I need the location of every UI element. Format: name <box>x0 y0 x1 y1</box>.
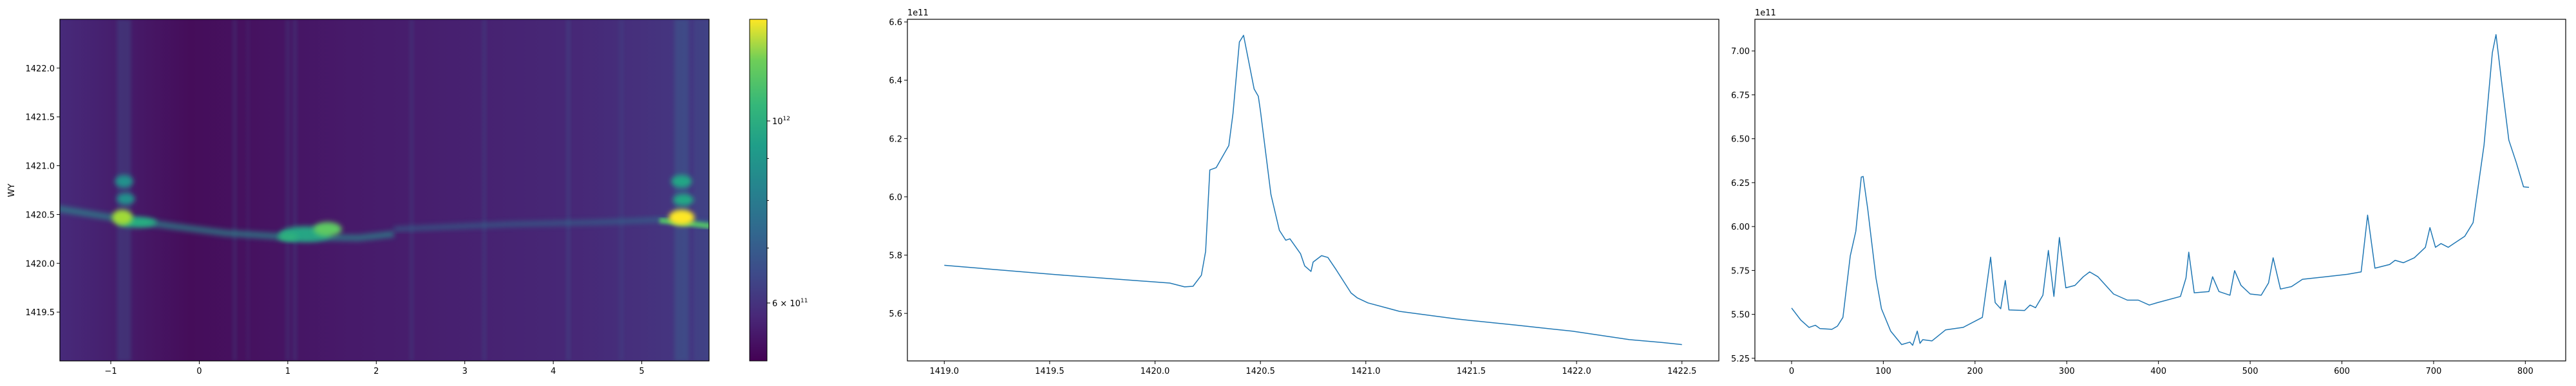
heatmap-bright-spot <box>117 193 135 205</box>
line-chart-1-xtick-label: 1419.5 <box>1035 367 1065 376</box>
line-chart-2-ytick-label: 6.25 <box>1731 179 1750 188</box>
line-chart-1-xtick-label: 1420.0 <box>1141 367 1170 376</box>
line-chart-1-ytick-label: 6.0 <box>889 193 902 203</box>
heatmap-xtick-label: 0 <box>196 367 202 376</box>
heatmap-xtick-label: −1 <box>104 367 117 376</box>
line-chart-1-ytick-label: 5.8 <box>889 252 902 261</box>
heatmap-bright-spot <box>115 174 133 188</box>
heatmap-bright-spot <box>277 233 298 241</box>
heatmap-axes-frame <box>59 19 710 362</box>
heatmap-bright-spot <box>671 174 692 188</box>
heatmap-ytick-label: 1420.5 <box>26 210 55 220</box>
heatmap-stripe <box>618 19 624 361</box>
line-chart-2-xtick-label: 600 <box>2334 367 2350 376</box>
heatmap-panel: −1 0 1 2 3 4 51419.51420.01420.51421.01421.514… <box>7 19 808 376</box>
heatmap-bright-spot <box>111 209 133 225</box>
heatmap-stripe <box>694 19 709 361</box>
line-chart-1-ytick-label: 5.6 <box>889 309 902 319</box>
line-chart-2-series-line <box>1791 34 2530 346</box>
line-chart-2-frame <box>1754 19 2566 362</box>
heatmap-xtick-label: 4 <box>551 367 556 376</box>
colorbar-tick-label: 1012 <box>772 116 790 127</box>
heatmap-stripe <box>285 19 290 361</box>
heatmap-xtick-label: 3 <box>462 367 468 376</box>
heatmap-stripe <box>410 19 414 361</box>
line-chart-1-xtick-label: 1422.5 <box>1667 367 1697 376</box>
line-chart-2: 0 100 200 300 400 500 600 700 800 5.25 5.50 5.75 6.0… <box>1731 8 2566 376</box>
line-chart-2-xtick-label: 700 <box>2426 367 2442 376</box>
colorbar-tick-label-exponent: 11 <box>800 298 808 304</box>
line-chart-2-ytick-label: 5.25 <box>1731 354 1750 364</box>
heatmap-ytick-label: 1420.0 <box>26 259 55 269</box>
line-chart-1-ytick-label: 6.4 <box>889 77 902 86</box>
colorbar-tick-label: 6 × 1011 <box>772 298 808 309</box>
line-chart-2-xtick-label: 300 <box>2059 367 2075 376</box>
line-chart-1-xtick-label: 1419.0 <box>930 367 960 376</box>
heatmap-ylabel: WY <box>7 184 17 198</box>
heatmap-bright-spot <box>668 209 695 225</box>
line-chart-1-axes: 1419.0 1419.5 1420.0 1420.5 1421.0 1421.5 1422… <box>889 18 1696 376</box>
heatmap-stripe <box>566 19 571 361</box>
line-chart-2-ytick-label: 5.75 <box>1731 266 1750 276</box>
line-chart-2-xtick-label: 200 <box>1967 367 1983 376</box>
line-chart-1-ytick-label: 6.2 <box>889 134 902 144</box>
line-chart-1: 1419.0 1419.5 1420.0 1420.5 1421.0 1421.5 1422… <box>889 8 1719 376</box>
line-chart-2-ytick-label: 7.00 <box>1731 47 1750 57</box>
heatmap-xtick-label: 2 <box>374 367 379 376</box>
heatmap-bright-spot <box>313 222 342 237</box>
heatmap-ytick-label: 1421.0 <box>26 162 55 172</box>
heatmap-xtick-label: 1 <box>285 367 290 376</box>
heatmap-image <box>60 19 709 361</box>
heatmap-axes: −1 0 1 2 3 4 5 1419.5 1420.0 1420.5 1421.0 1421.5 14… <box>26 64 645 376</box>
line-chart-2-xtick-label: 0 <box>1789 367 1794 376</box>
line-chart-1-xtick-label: 1421.5 <box>1457 367 1486 376</box>
line-chart-1-xtick-label: 1420.5 <box>1245 367 1275 376</box>
line-chart-2-xtick-label: 800 <box>2517 367 2533 376</box>
line-chart-1-xtick-label: 1422.0 <box>1562 367 1591 376</box>
heatmap-background <box>60 19 709 361</box>
line-chart-1-frame <box>907 19 1719 362</box>
line-chart-1-xtick-label: 1421.0 <box>1351 367 1381 376</box>
heatmap-xtick-label: 5 <box>639 367 644 376</box>
heatmap-ytick-label: 1421.5 <box>26 113 55 123</box>
line-chart-2-ytick-label: 6.75 <box>1731 91 1750 100</box>
heatmap-stripe <box>117 19 131 361</box>
line-chart-2-offset-text: 1e11 <box>1755 8 1776 18</box>
heatmap-stripe <box>232 19 237 361</box>
heatmap-stripe <box>674 19 689 361</box>
heatmap-stripe <box>482 19 486 361</box>
heatmap-stripe <box>246 19 250 361</box>
colorbar-tick-label-exponent: 12 <box>783 116 790 122</box>
colorbar <box>749 19 768 362</box>
line-chart-2-xtick-label: 500 <box>2242 367 2259 376</box>
line-chart-2-ytick-label: 6.50 <box>1731 135 1750 145</box>
line-chart-2-ytick-label: 6.00 <box>1731 223 1750 232</box>
line-chart-2-xtick-label: 100 <box>1875 367 1891 376</box>
heatmap-bright-spot <box>673 194 694 206</box>
heatmap-ytick-label: 1422.0 <box>26 64 55 74</box>
line-chart-2-xtick-label: 400 <box>2150 367 2166 376</box>
colorbar-axis: 1012 6 × 1011 <box>767 116 808 309</box>
line-chart-1-series-line <box>944 35 1682 345</box>
line-chart-1-offset-text: 1e11 <box>907 8 929 18</box>
line-chart-2-axes: 0 100 200 300 400 500 600 700 800 5.25 5.50 5.75 6.0… <box>1731 34 2533 376</box>
heatmap-ytick-label: 1419.5 <box>26 308 55 318</box>
line-chart-1-ytick-label: 6.6 <box>889 18 902 28</box>
heatmap-stripe <box>292 19 297 361</box>
line-chart-2-ytick-label: 5.50 <box>1731 311 1750 320</box>
